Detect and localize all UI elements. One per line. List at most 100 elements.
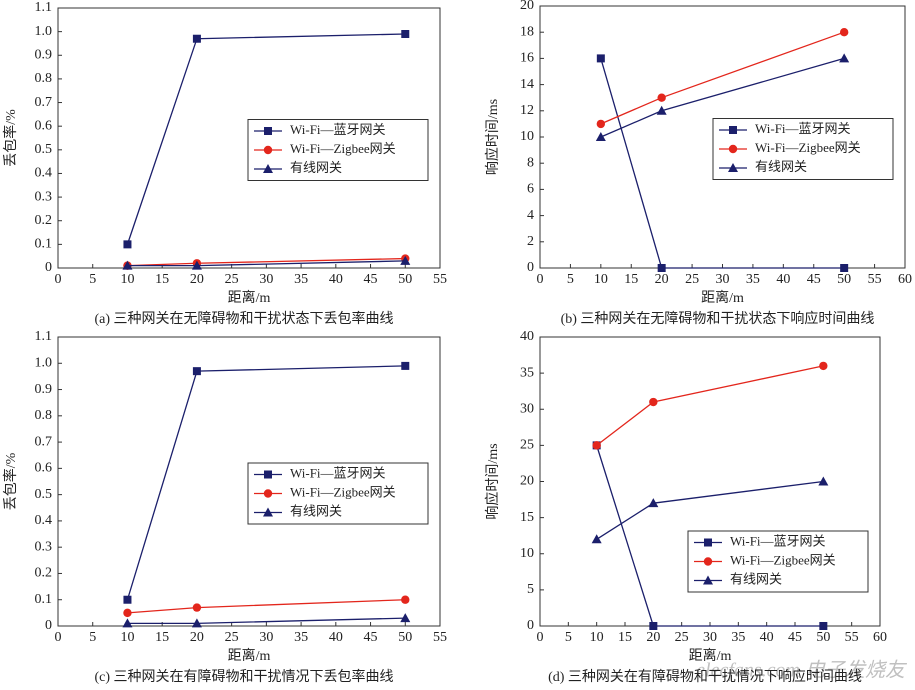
- y-tick-label: 0.3: [35, 189, 53, 204]
- x-tick-label: 25: [225, 272, 239, 287]
- y-tick-label: 0.1: [35, 592, 53, 607]
- x-tick-label: 25: [675, 630, 689, 645]
- marker-circle: [657, 93, 666, 102]
- x-axis-label: 距离/m: [228, 289, 271, 306]
- x-tick-label: 15: [618, 630, 632, 645]
- marker-triangle: [263, 164, 273, 173]
- x-tick-label: 5: [565, 630, 572, 645]
- marker-circle: [123, 608, 132, 618]
- y-axis-label: 响应时间/ms: [484, 99, 501, 175]
- x-tick-label: 5: [89, 272, 96, 287]
- x-tick-label: 15: [155, 630, 169, 645]
- marker-triangle: [400, 613, 411, 623]
- y-tick-label: 15: [520, 510, 534, 525]
- y-tick-label: 18: [520, 24, 534, 39]
- x-tick-label: 30: [703, 630, 717, 645]
- x-tick-label: 35: [746, 272, 760, 287]
- y-tick-label: 0.6: [35, 461, 53, 476]
- legend-label: Wi-Fi—蓝牙网关: [290, 122, 386, 137]
- x-tick-label: 35: [294, 630, 308, 645]
- y-tick-label: 0.8: [35, 408, 53, 423]
- x-tick-label: 0: [537, 630, 544, 645]
- plot-frame: [57, 336, 441, 627]
- marker-square: [704, 538, 712, 547]
- x-tick-label: 45: [788, 630, 802, 645]
- legend-label: 有线网关: [290, 160, 342, 175]
- legend-label: Wi-Fi—蓝牙网关: [755, 121, 851, 136]
- x-tick-label: 35: [294, 272, 308, 287]
- marker-square: [657, 264, 666, 272]
- x-tick-label: 0: [55, 630, 62, 645]
- y-tick-label: 20: [520, 0, 534, 13]
- x-tick-label: 20: [190, 272, 204, 287]
- y-tick-label: 10: [520, 129, 534, 144]
- x-axis-label: 距离/m: [701, 289, 744, 306]
- marker-circle: [839, 28, 849, 37]
- x-tick-label: 25: [685, 272, 699, 287]
- marker-circle: [192, 603, 202, 612]
- marker-circle: [596, 119, 606, 129]
- y-tick-label: 0.5: [35, 487, 53, 502]
- marker-circle: [728, 144, 738, 154]
- marker-triangle: [191, 260, 202, 270]
- x-tick-label: 45: [807, 272, 821, 287]
- y-tick-label: 20: [520, 474, 534, 489]
- x-tick-label: 55: [845, 630, 859, 645]
- y-tick-label: 0.7: [35, 434, 53, 449]
- marker-square: [729, 126, 737, 134]
- caption: (c) 三种网关在有障碍物和干扰情况下丢包率曲线: [94, 668, 393, 685]
- y-tick-label: 10: [520, 546, 534, 561]
- plot-frame: [57, 7, 441, 269]
- x-tick-label: 5: [567, 272, 574, 287]
- legend-label: Wi-Fi—蓝牙网关: [730, 533, 826, 548]
- y-tick-label: 0: [527, 618, 534, 633]
- y-tick-label: 0.5: [35, 142, 53, 157]
- marker-triangle: [591, 534, 602, 544]
- marker-square: [401, 361, 410, 370]
- series-line: [596, 365, 824, 446]
- x-tick-label: 55: [433, 630, 447, 645]
- legend-label: Wi-Fi—蓝牙网关: [290, 465, 386, 480]
- x-tick-label: 30: [259, 630, 273, 645]
- x-tick-label: 10: [590, 630, 604, 645]
- y-tick-label: 0.6: [35, 118, 53, 133]
- x-tick-label: 10: [120, 272, 134, 287]
- y-tick-label: 40: [520, 329, 534, 344]
- marker-triangle: [648, 498, 659, 508]
- marker-triangle: [400, 255, 411, 265]
- y-tick-label: 2: [527, 234, 534, 249]
- marker-triangle: [656, 105, 667, 115]
- series-line: [127, 599, 406, 614]
- legend-label: Wi-Fi—Zigbee网关: [755, 140, 861, 155]
- marker-square: [596, 54, 605, 63]
- y-tick-label: 4: [527, 208, 534, 223]
- marker-square: [192, 367, 201, 376]
- marker-triangle: [122, 618, 133, 628]
- y-tick-label: 5: [527, 582, 534, 597]
- legend-label: Wi-Fi—Zigbee网关: [290, 484, 396, 499]
- x-tick-label: 45: [364, 630, 378, 645]
- y-tick-label: 0.9: [35, 382, 53, 397]
- y-tick-label: 14: [520, 77, 534, 92]
- caption: (d) 三种网关在有障碍物和干扰情况下响应时间曲线: [548, 668, 862, 685]
- x-tick-label: 5: [89, 630, 96, 645]
- y-tick-label: 0.1: [35, 237, 53, 252]
- y-tick-label: 0.8: [35, 71, 53, 86]
- x-tick-label: 50: [837, 272, 851, 287]
- y-tick-label: 0.4: [35, 513, 53, 528]
- x-tick-label: 50: [398, 630, 412, 645]
- watermark: elecfans.com 电子发烧友: [696, 660, 908, 682]
- y-axis-label: 丢包率/%: [2, 109, 19, 167]
- legend-label: Wi-Fi—Zigbee网关: [290, 141, 396, 156]
- marker-triangle: [595, 132, 606, 141]
- marker-triangle: [703, 575, 713, 585]
- marker-square: [649, 622, 658, 630]
- marker-square: [401, 30, 410, 38]
- x-tick-label: 55: [433, 272, 447, 287]
- x-tick-label: 10: [594, 272, 608, 287]
- marker-circle: [401, 595, 410, 604]
- y-tick-label: 0.2: [35, 566, 53, 581]
- y-axis-label: 响应时间/ms: [484, 443, 501, 519]
- y-tick-label: 0: [45, 260, 52, 275]
- x-tick-label: 50: [816, 630, 830, 645]
